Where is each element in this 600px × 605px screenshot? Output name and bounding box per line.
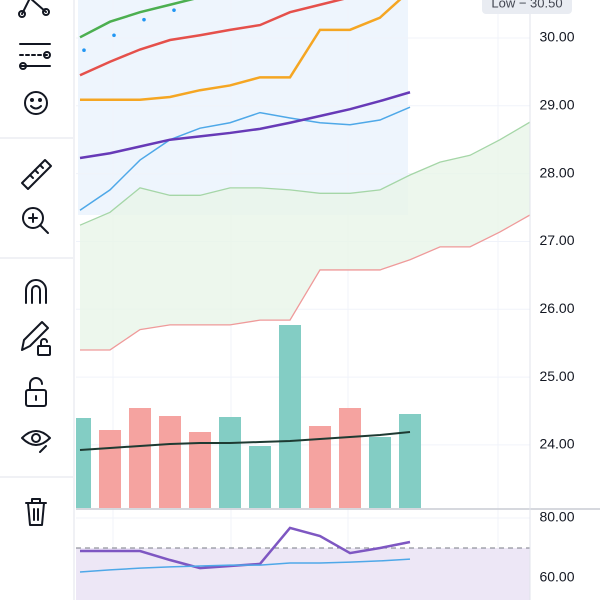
y-tick-label: 29.00: [539, 97, 574, 113]
volume-bar: [99, 430, 121, 508]
volume-bar: [249, 446, 271, 508]
y-tick-label: 28.00: [539, 164, 574, 180]
lock-tool[interactable]: [25, 377, 47, 407]
volume-bar: [159, 416, 181, 508]
price-label: Low − 30.50: [491, 0, 562, 10]
volume-bar: [279, 325, 301, 508]
cloud-fill: [80, 122, 530, 350]
price-label-bg: [482, 0, 572, 14]
cloud-lower: [80, 214, 530, 351]
volume-ma: [79, 431, 411, 451]
ruler-tool[interactable]: [21, 159, 52, 190]
volume-bar: [339, 408, 361, 508]
y-tick-label: 25.00: [539, 368, 574, 384]
price-line: [79, 0, 195, 39]
lock-drawing-tool[interactable]: [21, 321, 51, 356]
y-tick-label: 27.00: [539, 232, 574, 248]
volume-bar: [76, 418, 91, 508]
rsi-line: [79, 558, 411, 573]
volume-bar: [219, 417, 241, 508]
y-tick-label: 30.00: [539, 29, 574, 45]
y-tick-label: 26.00: [539, 300, 574, 316]
y-tick-label: 24.00: [539, 436, 574, 452]
main-pane: [76, 0, 530, 508]
cloud-upper: [79, 121, 530, 226]
rsi-pane: [76, 517, 530, 600]
price-line: [80, 0, 402, 101]
pattern-tool[interactable]: [18, 0, 50, 18]
price-axis: 30.00 29.00 28.00 27.00 26.00 25.00 24.00 80.00…: [539, 29, 574, 585]
zoom-tool[interactable]: [22, 207, 49, 234]
volume-bar: [309, 426, 331, 508]
y-tick-label: 80.00: [539, 509, 574, 525]
dot: [142, 17, 146, 22]
dot: [112, 33, 116, 38]
dot: [82, 48, 86, 52]
price-line: [79, 0, 345, 77]
volume-bar: [129, 408, 151, 508]
toolbar: [0, 0, 75, 600]
magnet-tool[interactable]: [25, 279, 47, 304]
price-line: [79, 91, 411, 160]
hide-tool[interactable]: [21, 430, 51, 453]
emoji-tool[interactable]: [24, 91, 48, 115]
rsi-band: [76, 548, 530, 600]
fib-tool[interactable]: [19, 43, 51, 70]
delete-tool[interactable]: [25, 498, 47, 526]
price-line: [79, 106, 411, 211]
dot: [172, 8, 176, 12]
volume-bar: [369, 437, 391, 508]
volume-bar: [399, 414, 421, 508]
y-tick-label: 60.00: [539, 569, 574, 585]
volume-bar: [189, 432, 211, 508]
